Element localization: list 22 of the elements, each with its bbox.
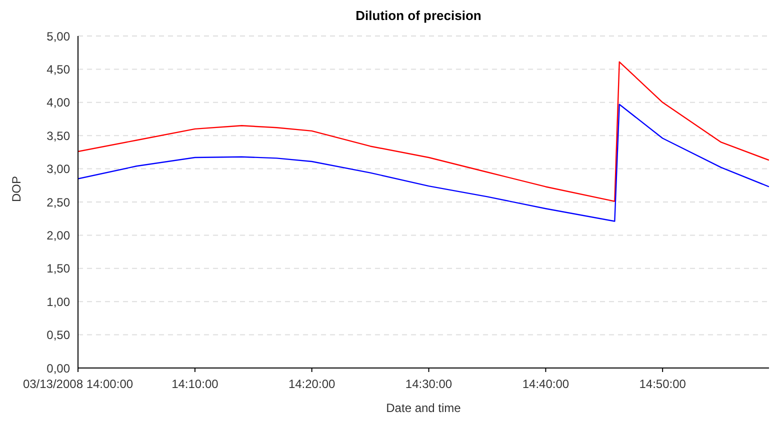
line-series (78, 104, 769, 222)
x-tick-label: 03/13/2008 14:00:00 (22, 377, 134, 391)
y-tick-label: 4,50 (46, 62, 70, 76)
y-tick-label: 1,00 (46, 294, 70, 309)
x-tick-label: 14:10:00 (172, 377, 219, 391)
line-series (78, 61, 769, 202)
y-tick-label: 0,50 (46, 328, 70, 342)
y-tick-label: 1,50 (46, 262, 70, 276)
x-tick-label: 14:30:00 (405, 377, 452, 391)
y-tick-label: 3,00 (46, 162, 70, 176)
x-axis-title: Date and time (386, 401, 462, 415)
y-axis-title: DOP (9, 176, 24, 202)
chart-title: Dilution of precision (354, 8, 482, 25)
y-tick-label: 4,00 (46, 96, 70, 110)
x-tick-label: 14:50:00 (639, 377, 686, 391)
y-tick-label: 0,00 (46, 361, 70, 376)
x-tick-label: 14:20:00 (288, 377, 336, 391)
y-tick-label: 5,00 (46, 29, 70, 44)
x-tick-label: 14:40:00 (522, 377, 570, 391)
y-tick-label: 2,00 (46, 228, 70, 242)
y-tick-label: 2,50 (46, 195, 70, 210)
y-tick-label: 3,50 (46, 128, 70, 143)
